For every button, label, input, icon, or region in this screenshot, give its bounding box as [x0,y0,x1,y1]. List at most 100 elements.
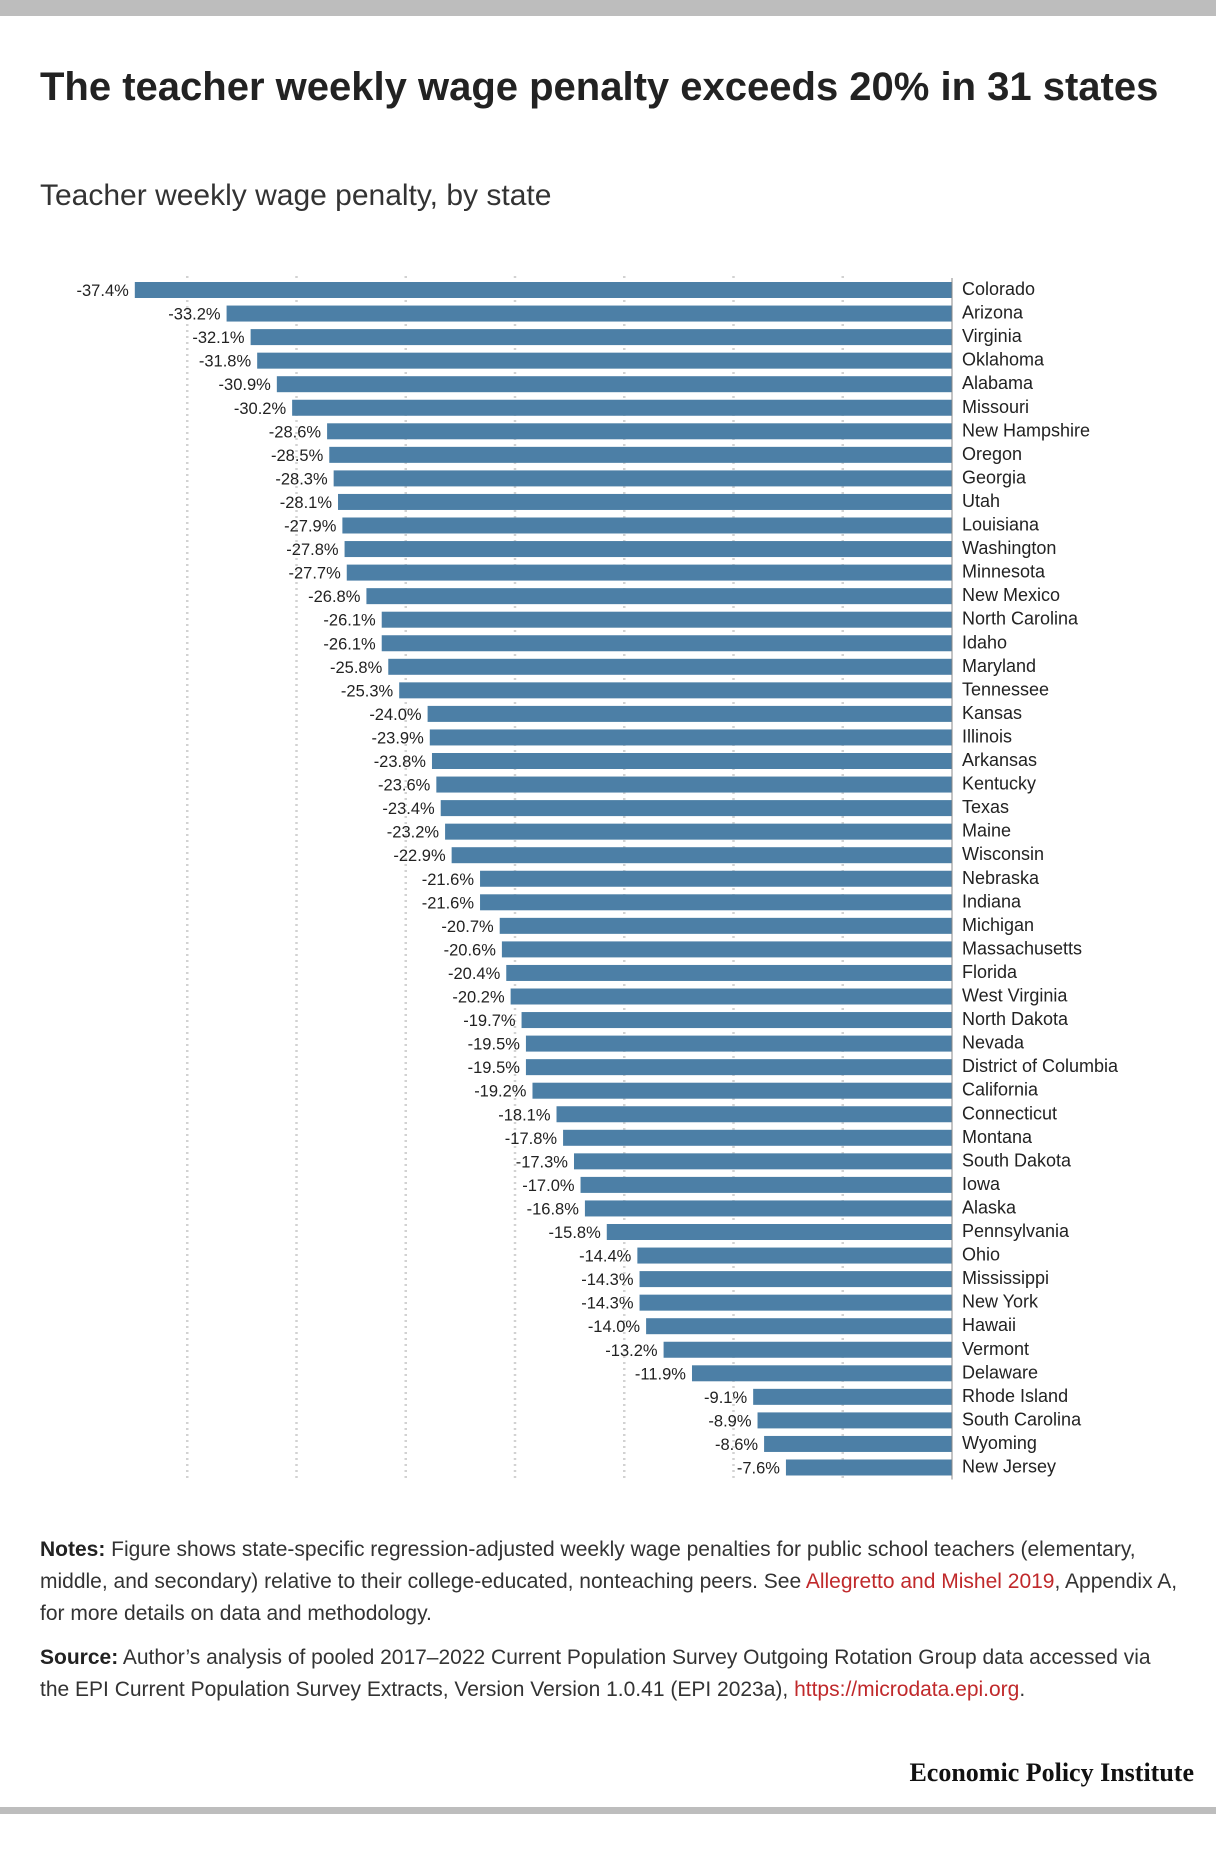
data-label: -11.9% [635,1365,686,1383]
bar [525,1059,952,1076]
bar [342,517,952,534]
data-label: -28.6% [269,423,322,441]
data-label: -27.7% [288,565,341,583]
data-label: -13.2% [605,1342,658,1360]
category-label: Florida [962,962,1018,982]
data-label: -26.8% [308,588,361,606]
bar [521,1012,952,1029]
bar [257,352,952,369]
bar [333,470,952,487]
bar [329,446,952,463]
bar [753,1388,952,1405]
bar [556,1106,952,1123]
bar [381,611,953,628]
category-label: Maine [962,821,1011,841]
category-label: South Carolina [962,1409,1082,1429]
data-label: -15.8% [548,1224,601,1242]
category-label: Wisconsin [962,844,1044,864]
bar [499,917,952,934]
data-label: -28.5% [271,447,324,465]
data-label: -21.6% [422,894,475,912]
category-label: Pennsylvania [962,1221,1070,1241]
category-label: Utah [962,491,1000,511]
bar [606,1224,952,1240]
category-label: Mississippi [962,1268,1049,1288]
bar [757,1412,952,1429]
category-label: Virginia [962,326,1023,346]
category-label: Delaware [962,1362,1038,1382]
category-label: Iowa [962,1174,1001,1194]
bar [338,493,952,510]
bar [663,1341,952,1358]
data-label: -14.4% [579,1248,632,1266]
category-label: Massachusetts [962,938,1082,958]
data-label: -19.7% [463,1012,516,1030]
bar [445,823,952,840]
bar [639,1294,952,1311]
category-label: Connecticut [962,1103,1057,1123]
category-label: Oklahoma [962,350,1045,370]
data-label: -23.8% [374,753,427,771]
bar [573,1153,952,1170]
category-label: North Dakota [962,1009,1069,1029]
chart-subtitle: Teacher weekly wage penalty, by state [40,179,552,212]
category-label: Idaho [962,632,1007,652]
bar [480,894,952,911]
bar [501,941,952,958]
category-label: Rhode Island [962,1386,1068,1406]
notes-section: Notes: Figure shows state-specific regre… [40,1534,1180,1718]
category-label: Texas [962,797,1009,817]
data-label: -17.3% [516,1153,569,1171]
category-label: Kentucky [962,774,1036,794]
category-label: North Carolina [962,609,1079,629]
source-text-after: . [1019,1678,1026,1701]
data-label: -31.8% [199,353,252,371]
category-label: West Virginia [962,986,1068,1006]
data-label: -7.6% [737,1460,780,1478]
data-label: -8.9% [708,1412,751,1430]
bar [388,658,952,675]
data-label: -19.2% [474,1083,527,1101]
source-label: Source: [40,1646,119,1669]
notes-reference-link[interactable]: Allegretto and Mishel 2019 [805,1570,1055,1593]
category-label: Alabama [962,373,1034,393]
category-label: Louisiana [962,515,1040,535]
category-label: Maryland [962,656,1036,676]
data-label: -27.8% [286,541,339,559]
bar [327,423,953,440]
category-label: New York [962,1292,1039,1312]
category-label: Nebraska [962,868,1040,888]
bar-chart: -37.4% Colorado -33.2% Arizona -32.1% Virgini… [77,276,1119,1482]
category-label: New Jersey [962,1457,1056,1477]
data-label: -23.4% [382,800,435,818]
category-label: Tennessee [962,679,1049,699]
notes-paragraph: Notes: Figure shows state-specific regre… [40,1534,1180,1630]
source-link[interactable]: https://microdata.epi.org [794,1678,1020,1701]
bar [346,564,952,581]
bar [134,282,952,298]
data-label: -27.9% [284,518,337,536]
data-label: -19.5% [468,1036,521,1054]
category-label: Oregon [962,444,1022,464]
category-label: South Dakota [962,1150,1072,1170]
category-label: Indiana [962,891,1022,911]
bar [250,329,953,346]
data-label: -19.5% [468,1059,521,1077]
data-label: -30.2% [234,400,287,418]
bar [431,753,953,769]
bar [584,1200,952,1217]
source-paragraph: Source: Author’s analysis of pooled 2017… [40,1642,1180,1706]
category-label: Arizona [962,303,1024,323]
bar [344,541,952,558]
bar [580,1176,952,1193]
data-label: -14.3% [581,1271,634,1289]
category-label: Montana [962,1127,1033,1147]
category-label: Alaska [962,1197,1017,1217]
category-label: New Mexico [962,585,1060,605]
bar [427,705,953,722]
data-label: -26.1% [323,635,376,653]
category-label: Minnesota [962,562,1046,582]
category-label: Michigan [962,915,1034,935]
data-label: -32.1% [192,329,245,347]
chart-title: The teacher weekly wage penalty exceeds … [40,65,1159,109]
